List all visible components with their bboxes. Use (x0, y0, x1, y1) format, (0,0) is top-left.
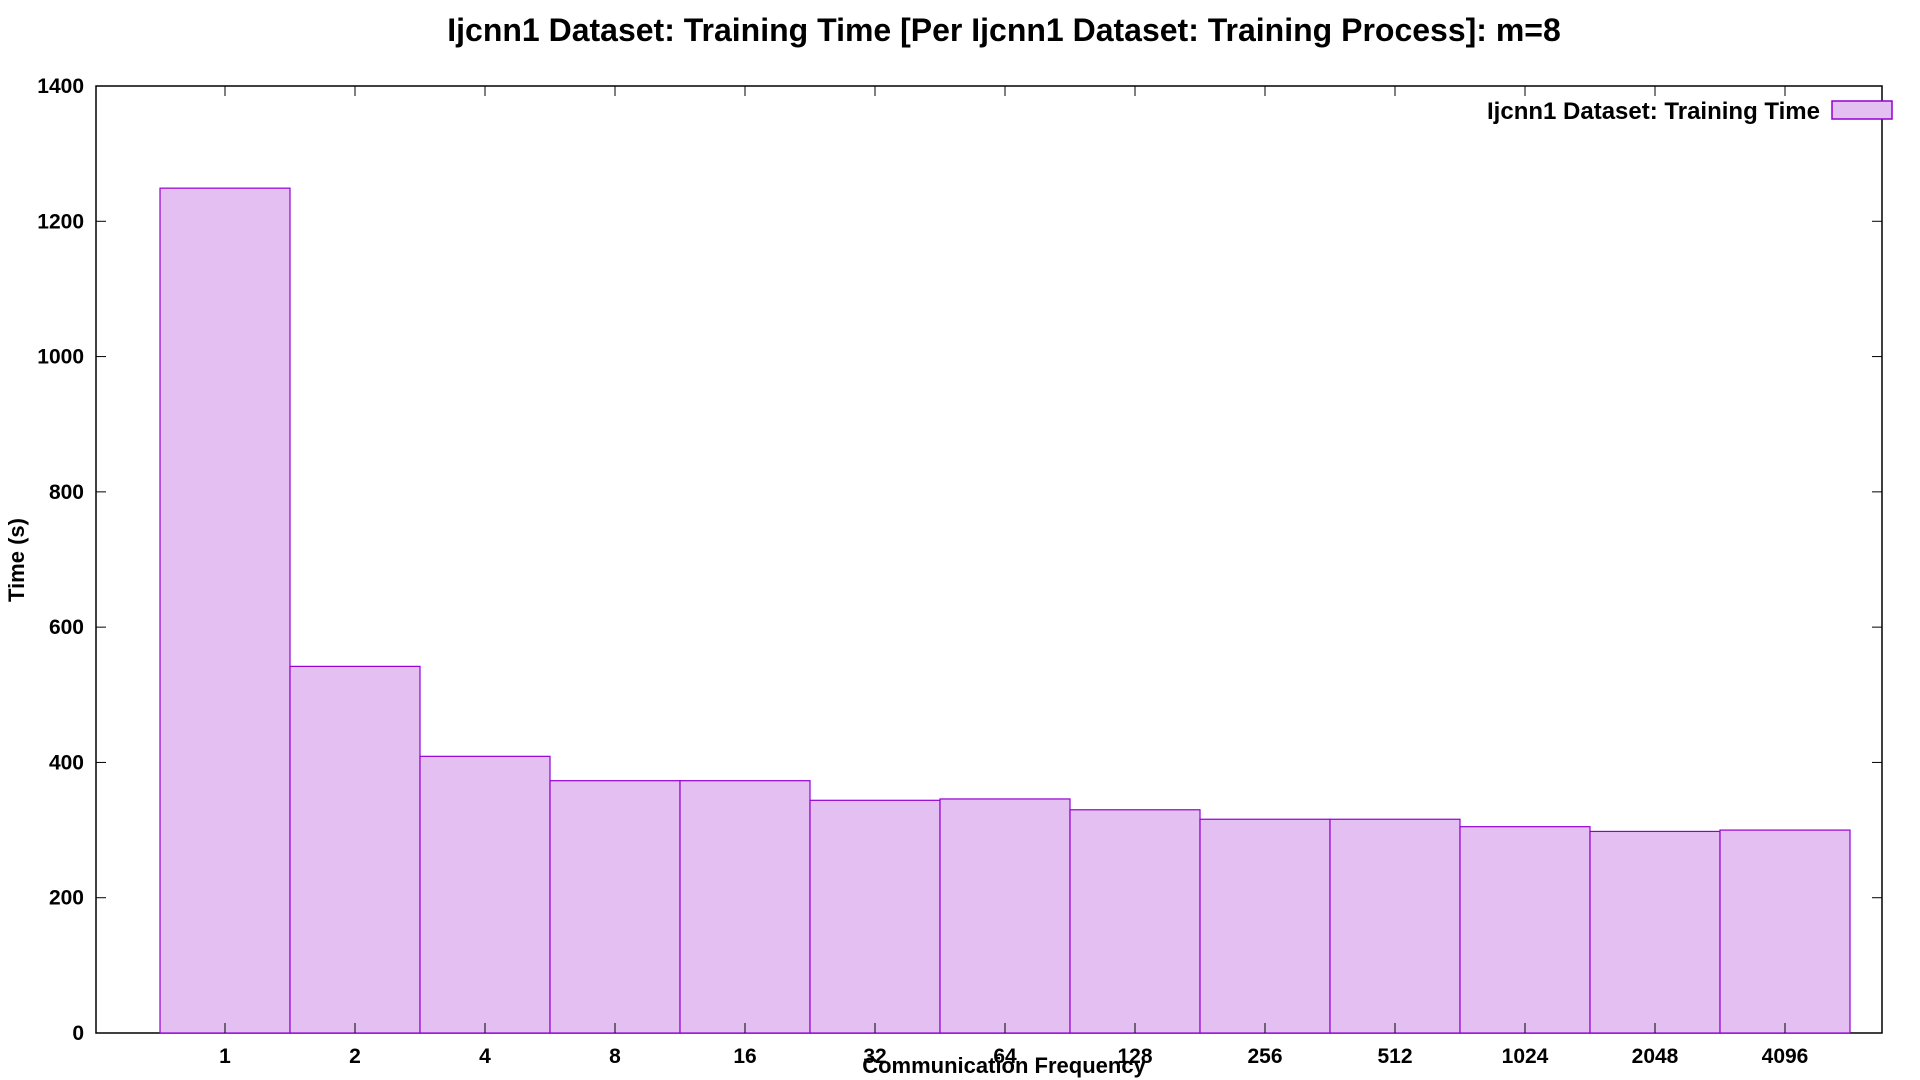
x-tick-label: 512 (1377, 1045, 1412, 1068)
bar-2048 (1589, 830, 1721, 1034)
x-tick-label: 32 (863, 1045, 886, 1068)
x-tick-label: 1 (219, 1045, 231, 1068)
bar-2 (289, 665, 421, 1034)
y-tick-label: 0 (72, 1022, 84, 1045)
bar-256 (1199, 818, 1331, 1034)
legend-label: Ijcnn1 Dataset: Training Time (1487, 98, 1820, 125)
bar-16 (679, 780, 811, 1034)
chart-title: Ijcnn1 Dataset: Training Time [Per Ijcnn… (447, 12, 1561, 48)
x-tick-label: 256 (1247, 1045, 1282, 1068)
bar-128 (1069, 809, 1201, 1034)
x-tick-label: 16 (733, 1045, 756, 1068)
x-tick-label: 2048 (1632, 1045, 1679, 1068)
y-axis-label: Time (s) (4, 518, 29, 602)
legend: Ijcnn1 Dataset: Training Time (1487, 98, 1893, 125)
bar-512 (1329, 818, 1461, 1034)
x-tick-label: 4096 (1762, 1045, 1809, 1068)
legend-swatch (1831, 100, 1893, 120)
y-tick-label: 200 (49, 887, 84, 910)
x-axis-label: Communication Frequency (862, 1053, 1146, 1078)
x-tick-label: 4 (479, 1045, 491, 1068)
x-tick-label: 1024 (1502, 1045, 1549, 1068)
y-tick-label: 1400 (37, 75, 84, 98)
bar-32 (809, 799, 941, 1034)
y-tick-label: 400 (49, 751, 84, 774)
x-axis-ticks: 1 2 4 8 16 32 64 128 256 512 1024 2048 4096 (219, 86, 1808, 1068)
y-tick-label: 1000 (37, 346, 84, 369)
bar-1 (159, 187, 291, 1034)
y-axis-ticks: 0 200 400 600 800 1000 1200 1400 (37, 75, 1882, 1045)
y-tick-label: 800 (49, 481, 84, 504)
bar-64 (939, 798, 1071, 1034)
bar-4 (419, 755, 551, 1034)
bar-8 (549, 780, 681, 1034)
x-tick-label: 8 (609, 1045, 621, 1068)
bar-1024 (1459, 826, 1591, 1034)
x-tick-label: 64 (993, 1045, 1017, 1068)
bar-4096 (1719, 829, 1851, 1034)
bars-group (159, 187, 1851, 1034)
y-tick-label: 1200 (37, 210, 84, 233)
x-tick-label: 128 (1117, 1045, 1152, 1068)
y-tick-label: 600 (49, 616, 84, 639)
x-tick-label: 2 (349, 1045, 361, 1068)
